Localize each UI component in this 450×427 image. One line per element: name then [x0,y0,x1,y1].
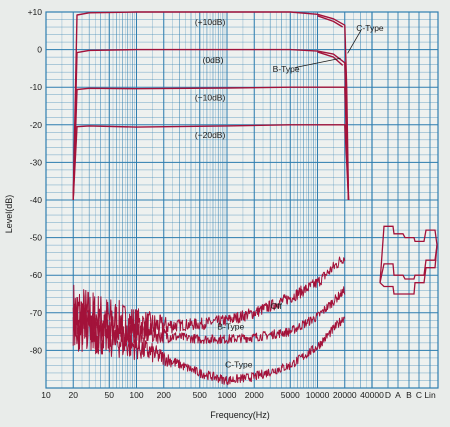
annotation-label: C-Type [356,23,384,33]
series-line [72,303,346,386]
annotation-label: B-Type [273,64,300,74]
x-tick-label: 10 [41,390,51,400]
series-line [72,86,350,201]
weighting-tick-label: C [416,390,422,400]
x-tick-label: 2000 [245,390,264,400]
y-tick-label: -40 [30,195,43,205]
x-tick-label: 50 [105,390,115,400]
series-line [72,286,346,349]
x-tick-label: 5000 [281,390,300,400]
y-tick-label: -50 [30,233,43,243]
x-tick-label: 20 [69,390,79,400]
series-line [317,15,344,28]
weighting-trace [379,245,438,295]
x-tick-label: 40000 [360,390,384,400]
pointer-line [347,30,362,54]
weighting-trace [379,245,438,283]
weighting-trace [379,225,438,283]
series-line [72,48,350,201]
x-tick-label: 20000 [333,390,357,400]
annotation-label: (0dB) [203,55,224,65]
x-tick-label: 100 [129,390,143,400]
y-tick-label: -70 [30,308,43,318]
weighting-tick-label: B [406,390,412,400]
series-line [72,256,346,346]
weighting-tick-label: Lin [424,390,436,400]
y-tick-label: -10 [30,82,43,92]
y-tick-label: 0 [37,45,42,55]
y-tick-label: +10 [28,7,43,17]
annotation-label: B-Type [217,322,244,332]
y-tick-label: -20 [30,120,43,130]
y-tick-label: -80 [30,345,43,355]
x-tick-label: 500 [193,390,207,400]
y-tick-label: -30 [30,157,43,167]
annotation-label: (−20dB) [195,130,226,140]
annotation-label: Off [271,301,283,311]
weighting-tick-label: D [385,390,391,400]
annotation-label: (+10dB) [195,17,226,27]
series-line [317,51,344,66]
x-tick-label: 1000 [218,390,237,400]
y-axis-label: Level(dB) [4,195,14,234]
x-tick-label: 10000 [306,390,330,400]
weighting-tick-label: A [395,390,401,400]
series-line [72,124,350,201]
series-line [72,11,350,201]
annotation-label: C-Type [225,359,253,369]
x-axis-label: Frequency(Hz) [210,410,270,420]
pointer-line [294,57,341,69]
x-tick-label: 200 [157,390,171,400]
y-tick-label: -60 [30,270,43,280]
annotation-label: (−10dB) [195,92,226,102]
